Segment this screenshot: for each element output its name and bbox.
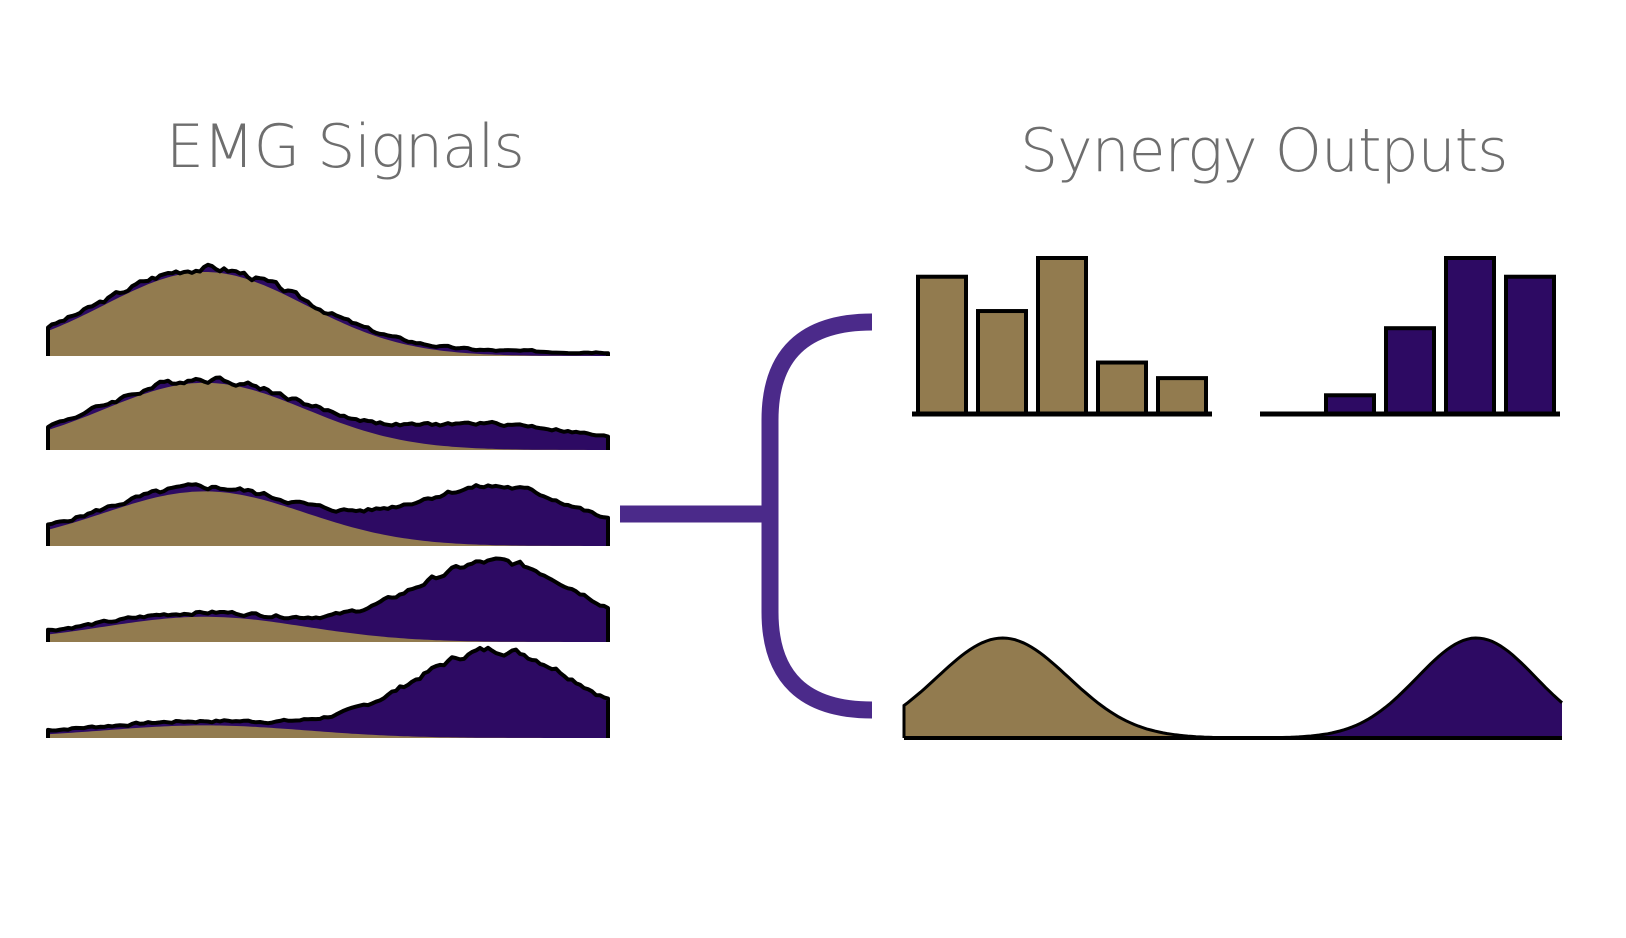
synergy-a-contribution [48,725,608,738]
weight-bar [1324,393,1376,416]
synergy-weight-charts [912,256,1560,417]
weight-bar [1156,376,1208,416]
synergy-a-contribution [48,272,608,356]
weight-bar [976,309,1028,417]
weight-bar [1384,326,1436,417]
synergy-activation-curves [902,636,1564,740]
synergy-b-contribution [48,647,608,738]
synergy-a-contribution [48,616,608,642]
activation-curve-b [904,638,1562,738]
weight-bar [1096,360,1148,416]
synergy-weight-chart [912,256,1212,417]
emg-signal-trace [46,645,610,738]
emg-outline [46,375,610,450]
synergy-a-contribution [48,382,608,450]
synergy-weight-chart [1260,256,1560,417]
weight-bar [916,274,968,416]
emg-signal-trace [46,482,610,546]
weight-bar [1036,256,1088,416]
synergy-outputs-title: Synergy Outputs [1020,116,1508,186]
emg-signal-stack [46,262,610,738]
emg-signal-trace [46,556,610,642]
activation-curve-a [904,638,1562,738]
emg-outline [46,482,610,546]
emg-signal-trace [46,262,610,356]
emg-outline [46,556,610,642]
weight-bar [1444,256,1496,416]
emg-signal-trace [46,375,610,450]
emg-outline [46,262,610,356]
emg-outline [46,645,610,738]
weight-bar [1504,274,1556,416]
connector-bracket [620,313,873,719]
emg-signals-title: EMG Signals [166,112,525,182]
synergy-a-contribution [48,491,608,546]
